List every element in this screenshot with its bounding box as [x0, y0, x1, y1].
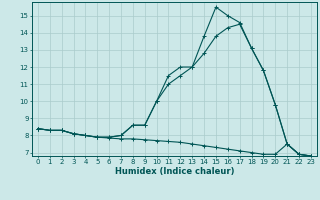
X-axis label: Humidex (Indice chaleur): Humidex (Indice chaleur): [115, 167, 234, 176]
